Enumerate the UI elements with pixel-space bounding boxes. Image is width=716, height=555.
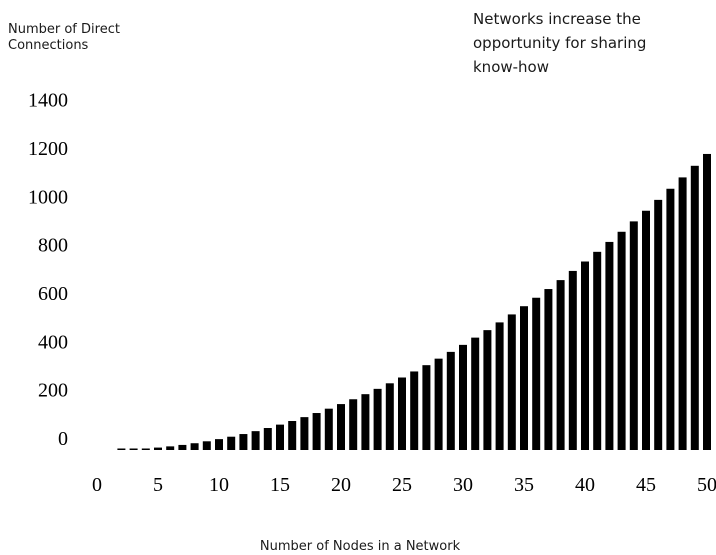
chart-title-line-1: Networks increase the bbox=[473, 10, 641, 28]
bar-nodes-23 bbox=[373, 388, 382, 450]
y-tick-label: 1200 bbox=[28, 138, 68, 160]
bar-nodes-16 bbox=[288, 421, 297, 450]
bar-nodes-14 bbox=[263, 428, 272, 450]
y-tick-label: 0 bbox=[58, 428, 68, 450]
bar-nodes-46 bbox=[654, 199, 663, 450]
x-tick-label: 45 bbox=[636, 474, 656, 496]
bar-nodes-33 bbox=[495, 322, 504, 450]
y-tick-label: 1000 bbox=[28, 186, 68, 208]
bar-nodes-35 bbox=[520, 306, 528, 450]
bar-nodes-40 bbox=[581, 261, 589, 450]
bar-nodes-8 bbox=[190, 443, 199, 450]
bar-nodes-47 bbox=[666, 188, 675, 450]
bar-nodes-43 bbox=[617, 231, 626, 450]
bar-nodes-10 bbox=[215, 439, 223, 450]
x-tick-label: 35 bbox=[514, 474, 534, 496]
bar-nodes-11 bbox=[227, 436, 236, 450]
y-axis-title-line-2: Connections bbox=[8, 38, 89, 53]
chart-title-line-3: know-how bbox=[473, 58, 549, 76]
bar-nodes-25 bbox=[398, 377, 406, 450]
bar-nodes-26 bbox=[410, 371, 419, 450]
bar-nodes-15 bbox=[276, 424, 284, 450]
bar-nodes-6 bbox=[166, 446, 175, 450]
bar-nodes-27 bbox=[422, 365, 431, 450]
x-tick-label: 20 bbox=[331, 474, 351, 496]
x-tick-label: 15 bbox=[270, 474, 290, 496]
bar-nodes-12 bbox=[239, 434, 248, 450]
bar-nodes-7 bbox=[178, 444, 187, 450]
y-tick-label: 800 bbox=[38, 235, 68, 257]
bar-nodes-28 bbox=[434, 358, 443, 450]
y-tick-label: 1400 bbox=[28, 90, 68, 112]
bar-nodes-21 bbox=[349, 399, 358, 450]
bar-nodes-32 bbox=[483, 330, 492, 450]
bar-nodes-36 bbox=[532, 297, 541, 450]
x-tick-label: 10 bbox=[209, 474, 229, 496]
bar-nodes-50 bbox=[703, 153, 711, 451]
bar-nodes-2 bbox=[117, 448, 126, 450]
bar-nodes-13 bbox=[251, 431, 260, 450]
bar-nodes-20 bbox=[337, 404, 345, 450]
x-axis-title: Number of Nodes in a Network bbox=[260, 539, 461, 554]
bar-series bbox=[117, 153, 711, 451]
chart-title-line-2: opportunity for sharing bbox=[473, 34, 646, 52]
chart-title: Networks increase the opportunity for sh… bbox=[473, 10, 646, 76]
bar-nodes-34 bbox=[507, 314, 516, 450]
bar-nodes-45 bbox=[642, 210, 650, 450]
bar-nodes-18 bbox=[312, 413, 321, 450]
bar-nodes-38 bbox=[556, 280, 565, 450]
x-tick-label: 25 bbox=[392, 474, 412, 496]
bar-nodes-37 bbox=[544, 289, 553, 450]
x-tick-label: 50 bbox=[697, 474, 716, 496]
y-tick-label: 200 bbox=[38, 380, 68, 402]
bar-nodes-24 bbox=[385, 383, 394, 450]
x-axis-tick-labels: 0 5 10 15 20 25 30 35 40 45 50 bbox=[92, 474, 716, 496]
bar-nodes-22 bbox=[361, 394, 370, 450]
bar-nodes-29 bbox=[446, 351, 455, 450]
bar-nodes-42 bbox=[605, 241, 614, 450]
bar-nodes-31 bbox=[471, 337, 480, 450]
bar-nodes-48 bbox=[678, 177, 687, 450]
x-tick-label: 40 bbox=[575, 474, 595, 496]
bar-nodes-19 bbox=[324, 408, 333, 450]
bar-nodes-44 bbox=[629, 221, 638, 450]
x-tick-label: 0 bbox=[92, 474, 102, 496]
bar-nodes-5 bbox=[154, 447, 162, 450]
y-axis-tick-labels: 0 200 400 600 800 1000 1200 1400 bbox=[28, 90, 68, 450]
bar-nodes-41 bbox=[593, 251, 602, 450]
y-axis-title: Number of Direct Connections bbox=[8, 22, 120, 53]
x-tick-label: 5 bbox=[153, 474, 163, 496]
bar-nodes-3 bbox=[129, 448, 138, 450]
bar-nodes-9 bbox=[202, 441, 211, 450]
x-tick-label: 30 bbox=[453, 474, 473, 496]
bar-nodes-30 bbox=[459, 344, 467, 450]
bar-nodes-17 bbox=[300, 417, 309, 450]
y-axis-title-line-1: Number of Direct bbox=[8, 22, 120, 37]
bar-nodes-4 bbox=[141, 448, 150, 450]
bar-nodes-49 bbox=[690, 165, 699, 451]
y-tick-label: 600 bbox=[38, 283, 68, 305]
y-tick-label: 400 bbox=[38, 331, 68, 353]
bar-nodes-39 bbox=[568, 270, 577, 450]
